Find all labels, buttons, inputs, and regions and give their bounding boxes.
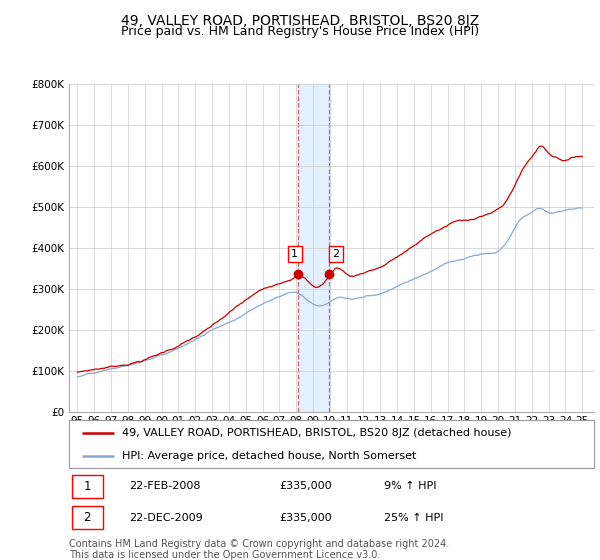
Text: 49, VALLEY ROAD, PORTISHEAD, BRISTOL, BS20 8JZ: 49, VALLEY ROAD, PORTISHEAD, BRISTOL, BS… [121, 14, 479, 28]
Text: 2: 2 [332, 249, 340, 259]
Text: 49, VALLEY ROAD, PORTISHEAD, BRISTOL, BS20 8JZ (detached house): 49, VALLEY ROAD, PORTISHEAD, BRISTOL, BS… [121, 428, 511, 438]
Text: £335,000: £335,000 [279, 481, 332, 491]
Text: 25% ↑ HPI: 25% ↑ HPI [384, 513, 443, 522]
Text: £335,000: £335,000 [279, 513, 332, 522]
Text: Contains HM Land Registry data © Crown copyright and database right 2024.
This d: Contains HM Land Registry data © Crown c… [69, 539, 449, 560]
Text: 9% ↑ HPI: 9% ↑ HPI [384, 481, 437, 491]
Bar [71, 475, 103, 498]
Text: 22-DEC-2009: 22-DEC-2009 [130, 513, 203, 522]
Text: 2: 2 [83, 511, 91, 524]
Text: Price paid vs. HM Land Registry's House Price Index (HPI): Price paid vs. HM Land Registry's House … [121, 25, 479, 38]
Text: HPI: Average price, detached house, North Somerset: HPI: Average price, detached house, Nort… [121, 451, 416, 461]
Text: 22-FEB-2008: 22-FEB-2008 [130, 481, 201, 491]
Text: 1: 1 [83, 480, 91, 493]
Bar [298, 84, 329, 412]
Bar [71, 506, 103, 529]
Text: 1: 1 [292, 249, 298, 259]
